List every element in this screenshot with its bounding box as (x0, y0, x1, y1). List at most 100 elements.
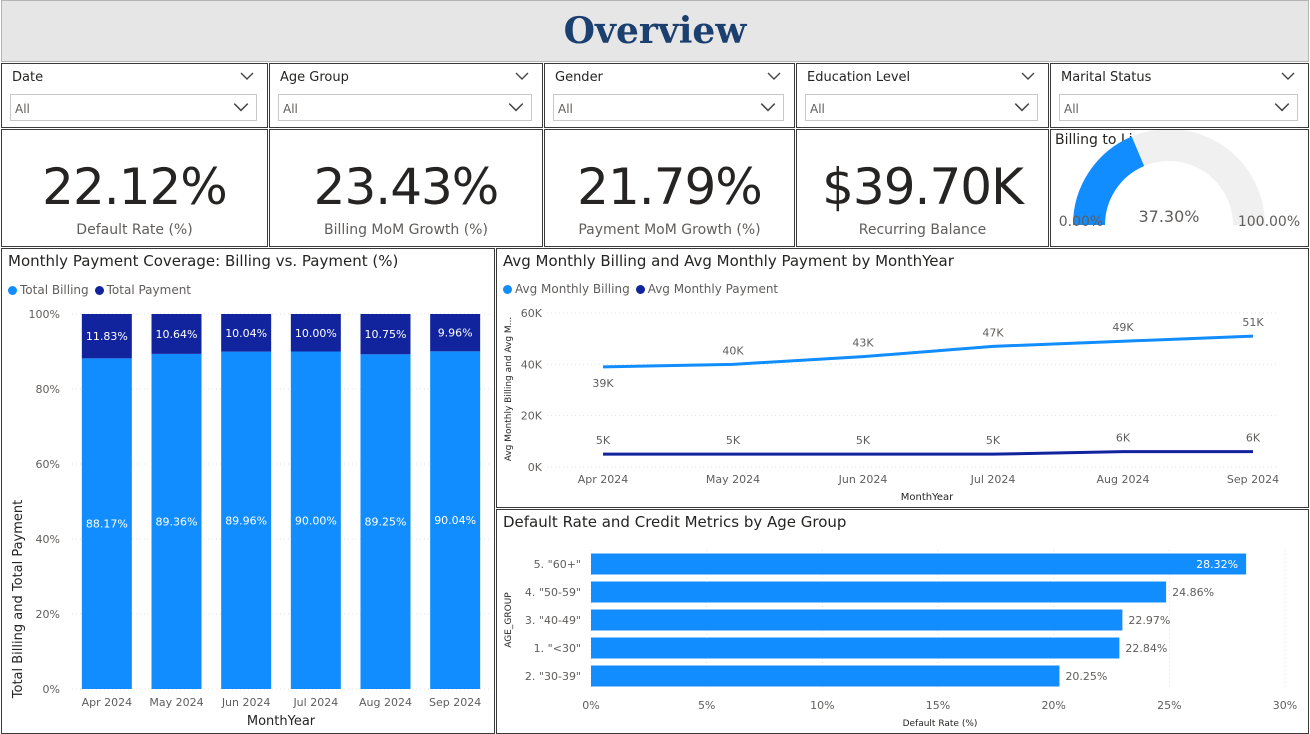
x-tick-label: Sep 2024 (429, 696, 481, 709)
legend-dot-icon (94, 285, 104, 295)
slicer-title: Gender (555, 70, 603, 85)
data-label-payment: 11.83% (86, 330, 128, 343)
data-label: 5K (596, 434, 611, 447)
y-tick-label: 60% (36, 458, 60, 471)
slicer-age-group[interactable]: Age Group All (269, 63, 543, 128)
kpi-label: Payment MoM Growth (%) (578, 222, 761, 238)
payment-coverage-chart: Monthly Payment Coverage: Billing vs. Pa… (1, 248, 495, 734)
bar (591, 665, 1060, 687)
bar-payment (290, 314, 341, 352)
legend-dot-icon (635, 284, 645, 294)
legend-dot-icon (8, 285, 17, 295)
x-tick-label: May 2024 (149, 696, 203, 709)
chevron-down-icon[interactable] (1280, 68, 1296, 88)
x-axis-title: MonthYear (247, 714, 316, 729)
legend-label: Avg Monthly Billing (515, 282, 630, 296)
slicer-dropdown[interactable]: All (10, 94, 257, 121)
chart-title: Avg Monthly Billing and Avg Monthly Paym… (503, 252, 954, 270)
gauge-card: Billing to Limit Ratio 37.30% 0.00% 100.… (1050, 129, 1309, 247)
gauge-svg: 37.30% 0.00% 100.00% (1059, 130, 1300, 230)
chevron-down-icon[interactable] (507, 98, 525, 120)
legend-dot-icon (503, 284, 512, 294)
slicer-dropdown[interactable]: All (1059, 94, 1298, 121)
slicer-value: All (558, 102, 573, 116)
gauge-max-label: 100.00% (1238, 214, 1300, 230)
slicer-education-level[interactable]: Education Level All (796, 63, 1049, 128)
y-tick-label: 20% (36, 608, 60, 621)
data-label: 5K (726, 434, 741, 447)
stacked-bar-svg: Total Billing and Total Payment MonthYea… (11, 308, 490, 729)
data-label: 20.25% (1065, 670, 1107, 683)
slicer-value: All (283, 102, 298, 116)
data-label: 40K (722, 344, 744, 357)
slicer-title: Marital Status (1061, 70, 1152, 85)
slicer-date[interactable]: Date All (1, 63, 268, 128)
chevron-down-icon[interactable] (239, 68, 255, 88)
chart-legend: Total Billing Total Payment (8, 283, 197, 297)
chevron-down-icon[interactable] (514, 68, 530, 88)
bar-payment (81, 314, 132, 359)
y-axis-title: Total Billing and Total Payment (11, 500, 26, 699)
kpi-card-default-rate: 22.12% Default Rate (%) (1, 129, 268, 247)
gauge-min-label: 0.00% (1059, 214, 1103, 230)
chevron-down-icon[interactable] (1020, 68, 1036, 88)
chevron-down-icon[interactable] (759, 98, 777, 120)
x-tick-label: Aug 2024 (1097, 473, 1150, 486)
y-tick-label: 4. "50-59" (525, 586, 581, 599)
bar (591, 581, 1167, 603)
legend-item-avg-payment[interactable]: Avg Monthly Payment (635, 282, 778, 296)
x-tick-label: 30% (1273, 699, 1297, 712)
x-tick-label: May 2024 (706, 473, 760, 486)
x-tick-label: 15% (926, 699, 950, 712)
data-label-payment: 10.00% (295, 327, 337, 340)
x-tick-label: Jun 2024 (221, 696, 271, 709)
data-label: 22.97% (1128, 614, 1170, 627)
data-label: 5K (986, 434, 1001, 447)
data-label-billing: 90.04% (434, 514, 476, 527)
chevron-down-icon[interactable] (1013, 98, 1031, 120)
data-label-payment: 10.64% (156, 328, 198, 341)
y-tick-label: 0K (528, 461, 543, 474)
x-tick-label: Jul 2024 (292, 696, 338, 709)
x-tick-label: 25% (1157, 699, 1181, 712)
slicer-dropdown[interactable]: All (553, 94, 784, 121)
data-label: 49K (1112, 321, 1134, 334)
chevron-down-icon[interactable] (232, 98, 250, 120)
slicer-title: Date (12, 70, 44, 85)
slicer-dropdown[interactable]: All (278, 94, 532, 121)
bar-payment (221, 314, 272, 352)
bar-payment (151, 314, 202, 354)
slicer-dropdown[interactable]: All (805, 94, 1038, 121)
data-label: 47K (982, 326, 1004, 339)
chart-title: Monthly Payment Coverage: Billing vs. Pa… (8, 252, 399, 270)
legend-item-billing[interactable]: Total Billing (8, 283, 89, 297)
chart-title: Default Rate and Credit Metrics by Age G… (503, 513, 847, 531)
kpi-label: Default Rate (%) (76, 222, 193, 238)
bar (591, 637, 1120, 659)
y-tick-label: 0% (43, 683, 60, 696)
kpi-card-recurring-balance: $39.70K Recurring Balance (796, 129, 1049, 247)
data-label-payment: 10.04% (225, 327, 267, 340)
legend-label: Total Billing (20, 283, 89, 297)
slicer-marital-status[interactable]: Marital Status All (1050, 63, 1309, 128)
kpi-card-billing-mom-growth: 23.43% Billing MoM Growth (%) (269, 129, 543, 247)
line-series-payment (603, 450, 1253, 456)
gauge-value-label: 37.30% (1138, 207, 1199, 226)
y-tick-label: 2. "30-39" (525, 670, 581, 683)
x-tick-label: Apr 2024 (578, 473, 629, 486)
data-label: 39K (592, 377, 614, 390)
bar-billing (430, 351, 481, 689)
slicer-gender[interactable]: Gender All (544, 63, 795, 128)
horizontal-bar-svg: AGE_GROUP Default Rate (%) 0% 5% 10% 15% 20%… (504, 550, 1297, 729)
data-label: 43K (852, 337, 874, 350)
legend-item-payment[interactable]: Total Payment (94, 283, 191, 297)
y-tick-label: 20K (521, 410, 543, 423)
data-label: 28.32% (1196, 558, 1238, 571)
kpi-label: Recurring Balance (858, 222, 987, 238)
data-label-billing: 89.36% (156, 515, 198, 528)
legend-item-avg-billing[interactable]: Avg Monthly Billing (503, 282, 630, 296)
chevron-down-icon[interactable] (766, 68, 782, 88)
chevron-down-icon[interactable] (1273, 98, 1291, 120)
data-label: 6K (1116, 432, 1131, 445)
y-tick-label: 3. "40-49" (525, 614, 581, 627)
